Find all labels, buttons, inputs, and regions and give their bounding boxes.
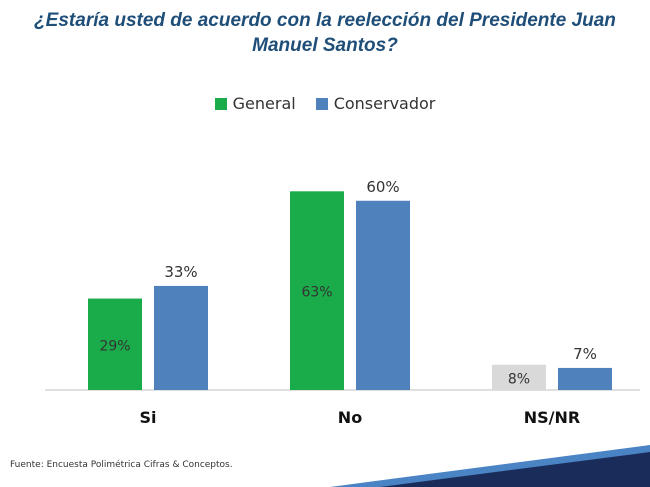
legend: General Conservador	[0, 94, 650, 113]
legend-label-conservador: Conservador	[333, 94, 436, 113]
band-light-stripe	[330, 445, 650, 487]
bar-general-si	[88, 298, 142, 390]
legend-label-general: General	[232, 94, 296, 113]
bar-general-ns-nr	[492, 364, 546, 390]
data-label-conservador-no: 60%	[366, 178, 399, 196]
data-label-general-no: 63%	[301, 285, 332, 301]
legend-item-general: General	[214, 94, 296, 113]
category-label-no: No	[338, 408, 362, 427]
data-label-conservador-si: 33%	[164, 263, 197, 281]
category-label-si: Si	[139, 408, 156, 427]
data-label-conservador-ns-nr: 7%	[573, 345, 597, 363]
band-dark-stripe	[380, 452, 650, 487]
legend-swatch-conservador	[315, 97, 328, 110]
legend-item-conservador: Conservador	[315, 94, 436, 113]
chart-title: ¿Estaría usted de acuerdo con la reelecc…	[34, 10, 616, 56]
bar-general-no	[290, 191, 344, 390]
data-label-general-si: 29%	[99, 338, 130, 354]
bar-conservador-si	[154, 285, 208, 390]
legend-swatch-general	[214, 97, 227, 110]
bar-conservador-ns-nr	[558, 367, 612, 390]
source-note: Fuente: Encuesta Polimétrica Cifras & Co…	[10, 460, 233, 470]
data-label-general-ns-nr: 8%	[508, 371, 530, 387]
category-label-ns-nr: NS/NR	[524, 408, 580, 427]
bar-conservador-no	[356, 200, 410, 390]
